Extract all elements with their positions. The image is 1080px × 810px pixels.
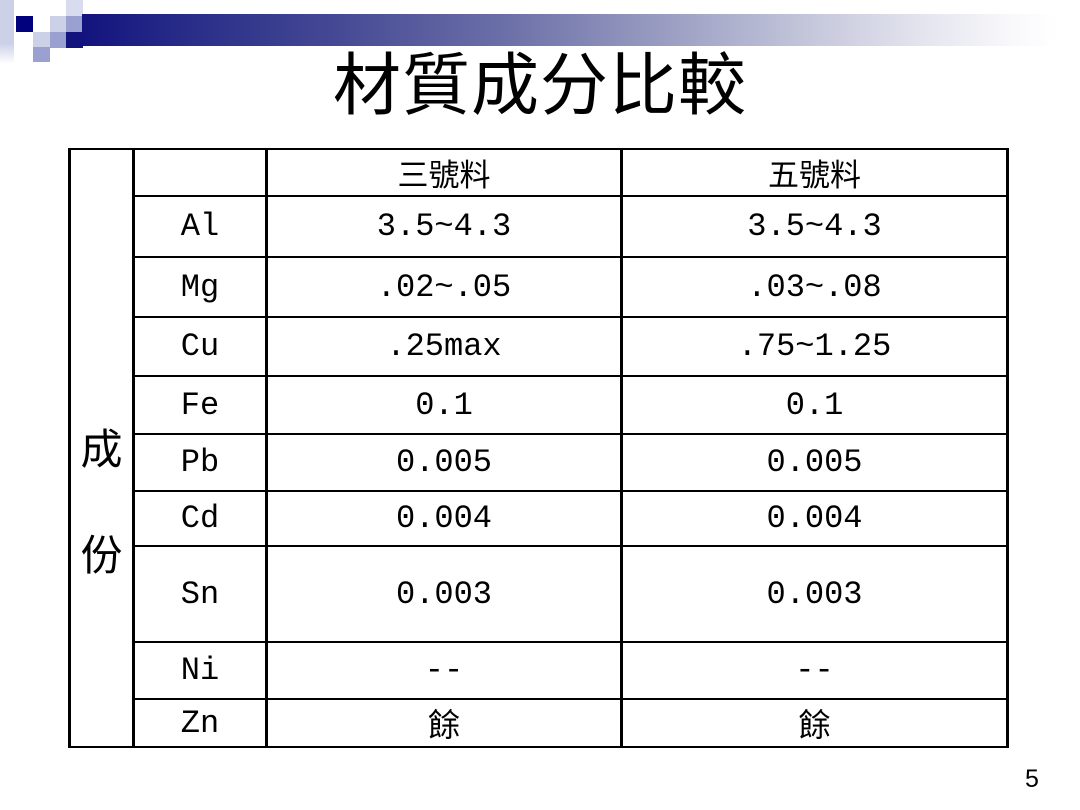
element-cell: Cu	[132, 316, 268, 377]
value-cell: .25max	[265, 316, 623, 377]
value-cell: 餘	[265, 698, 623, 748]
value-cell: 餘	[620, 698, 1009, 748]
value-cell: 0.1	[620, 375, 1009, 435]
value-cell: 0.003	[265, 545, 623, 643]
deco-square	[66, 32, 83, 48]
deco-left-strip	[0, 0, 14, 64]
row-group-label-cell: 成 份	[68, 148, 135, 748]
value-cell: .02~.05	[265, 256, 623, 318]
column-header-material-5: 五號料	[620, 148, 1009, 197]
header-blank-cell	[132, 148, 268, 197]
value-cell: 0.005	[620, 433, 1009, 492]
table-row: Zn 餘 餘	[70, 698, 1009, 748]
value-cell: 0.003	[620, 545, 1009, 643]
value-cell: .03~.08	[620, 256, 1009, 318]
value-cell: --	[265, 641, 623, 700]
value-cell: --	[620, 641, 1009, 700]
element-cell: Mg	[132, 256, 268, 318]
element-cell: Fe	[132, 375, 268, 435]
group-label-char: 成	[80, 428, 123, 474]
table-row: Cd 0.004 0.004	[70, 490, 1009, 547]
element-cell: Pb	[132, 433, 268, 492]
page-number: 5	[1025, 765, 1039, 793]
element-cell: Ni	[132, 641, 268, 700]
deco-square	[50, 16, 67, 32]
deco-square	[66, 0, 83, 16]
value-cell: 3.5~4.3	[620, 195, 1009, 258]
table-row: Mg .02~.05 .03~.08	[70, 256, 1009, 318]
composition-table: 成 份 三號料 五號料 Al 3.5~4.3 3.5~4.3 Mg .02~.0…	[68, 148, 1009, 748]
value-cell: 0.005	[265, 433, 623, 492]
value-cell: 3.5~4.3	[265, 195, 623, 258]
element-cell: Al	[132, 195, 268, 258]
table-row: Ni -- --	[70, 641, 1009, 700]
deco-square	[66, 16, 83, 32]
table-row: Pb 0.005 0.005	[70, 433, 1009, 492]
table-row: Sn 0.003 0.003	[70, 545, 1009, 643]
table-header-row: 成 份 三號料 五號料	[68, 148, 1009, 748]
value-cell: 0.1	[265, 375, 623, 435]
value-cell: 0.004	[265, 490, 623, 547]
deco-square	[50, 32, 67, 48]
column-header-material-3: 三號料	[265, 148, 623, 197]
table-row: Al 3.5~4.3 3.5~4.3	[70, 195, 1009, 258]
element-cell: Sn	[132, 545, 268, 643]
element-cell: Cd	[132, 490, 268, 547]
value-cell: 0.004	[620, 490, 1009, 547]
group-label-char: 份	[80, 534, 123, 580]
deco-square	[33, 32, 50, 48]
header-gradient-bar	[82, 14, 1058, 46]
table-row: Cu .25max .75~1.25	[70, 316, 1009, 377]
deco-square	[33, 47, 50, 62]
table-row: Fe 0.1 0.1	[70, 375, 1009, 435]
element-cell: Zn	[132, 698, 268, 748]
value-cell: .75~1.25	[620, 316, 1009, 377]
slide-title: 材質成分比較	[332, 48, 747, 124]
deco-square	[16, 16, 33, 32]
